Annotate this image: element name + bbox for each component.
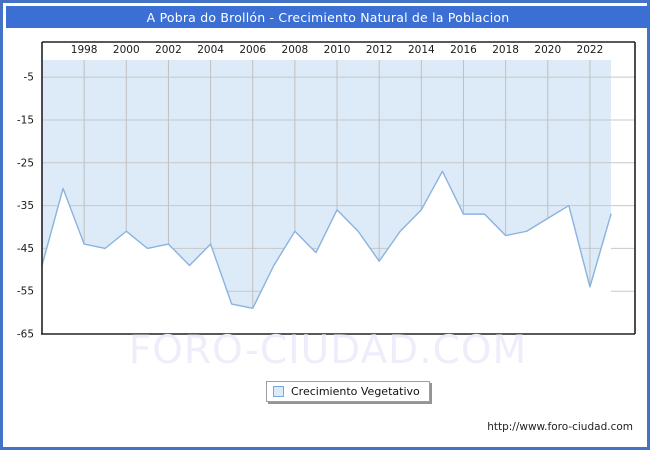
x-tick-label: 2020 — [534, 44, 561, 56]
x-tick-label: 2012 — [366, 44, 393, 56]
x-tick-label: 2022 — [577, 44, 604, 56]
plot-area: 1998 2000 2002 2004 2006 2008 2010 2012 2014 2016… — [3, 28, 650, 428]
x-axis-tick-labels: 1998 2000 2002 2004 2006 2008 2010 2012 2014 2016… — [71, 44, 604, 56]
x-tick-label: 2000 — [113, 44, 140, 56]
page-title: A Pobra do Brollón - Crecimiento Natural… — [146, 9, 510, 25]
x-tick-label: 2014 — [408, 44, 435, 56]
y-tick-label: -35 — [17, 200, 34, 212]
footer-url: http://www.foro-ciudad.com — [487, 421, 633, 433]
window-title-bar: A Pobra do Brollón - Crecimiento Natural… — [6, 6, 650, 28]
x-tick-label: 2010 — [324, 44, 351, 56]
x-tick-label: 1998 — [71, 44, 98, 56]
x-tick-label: 2004 — [197, 44, 224, 56]
legend-swatch-icon — [273, 386, 284, 397]
y-tick-label: -15 — [17, 114, 34, 126]
y-tick-label: -25 — [17, 157, 34, 169]
chart-legend[interactable]: Crecimiento Vegetativo — [266, 381, 430, 402]
x-tick-label: 2016 — [450, 44, 477, 56]
y-tick-label: -45 — [17, 243, 34, 255]
y-axis-tick-labels: -5 -15 -25 -35 -45 -55 -65 — [17, 72, 34, 341]
chart-svg: 1998 2000 2002 2004 2006 2008 2010 2012 2014 2016… — [17, 41, 636, 341]
x-tick-label: 2018 — [492, 44, 519, 56]
y-tick-label: -5 — [24, 72, 34, 84]
x-tick-label: 2002 — [155, 44, 182, 56]
x-tick-label: 2006 — [239, 44, 266, 56]
x-tick-label: 2008 — [282, 44, 309, 56]
y-tick-label: -65 — [17, 329, 34, 341]
data-line — [41, 170, 612, 310]
legend-label: Crecimiento Vegetativo — [291, 385, 420, 398]
axis-lines — [41, 41, 636, 335]
y-tick-label: -55 — [17, 286, 34, 298]
area-fill — [42, 171, 611, 334]
